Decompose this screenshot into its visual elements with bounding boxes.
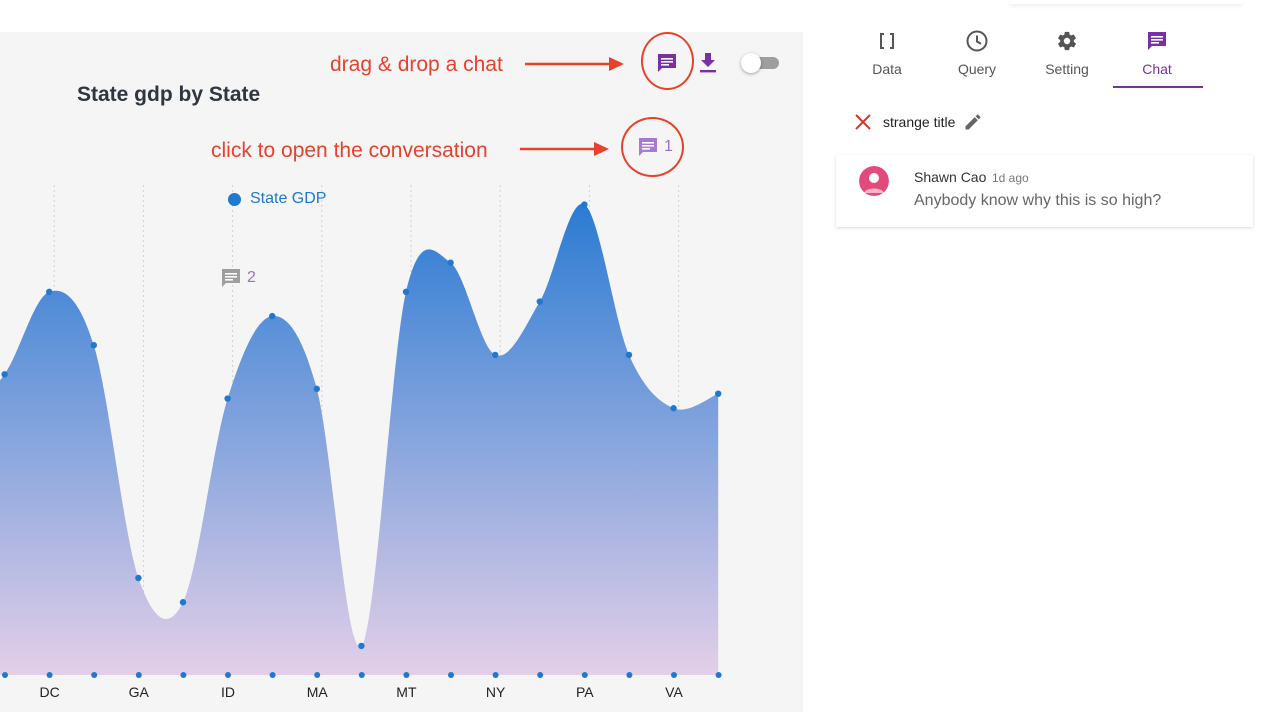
active-tab-indicator — [1113, 86, 1203, 88]
chart-legend[interactable]: State GDP — [228, 190, 326, 208]
download-icon — [700, 53, 716, 73]
tab-chat[interactable]: Chat — [1112, 26, 1202, 88]
axis-tick — [448, 672, 454, 678]
data-point — [492, 351, 499, 359]
edit-icon[interactable] — [963, 112, 983, 132]
tab-label: Data — [872, 61, 902, 77]
data-point — [625, 351, 633, 359]
x-tick-label: PA — [576, 684, 594, 700]
close-icon[interactable] — [853, 112, 873, 132]
annotation-drag-drop: drag & drop a chat — [330, 53, 503, 76]
axis-tick — [314, 672, 321, 678]
conversation-title: strange title — [883, 114, 956, 130]
legend-marker — [228, 192, 241, 206]
x-tick-label: GA — [129, 684, 150, 700]
axis-tick — [492, 672, 499, 678]
annotation-circle-comment-badge — [621, 117, 684, 177]
data-point — [402, 288, 410, 296]
clock-icon — [965, 28, 989, 54]
comment-badge-secondary[interactable]: 2 — [219, 266, 256, 290]
data-point — [46, 288, 53, 296]
data-point — [536, 298, 543, 305]
axis-tick — [46, 672, 53, 678]
annotation-circle-chat-button — [641, 32, 694, 90]
comment-icon — [222, 269, 240, 287]
top-bar-shadow — [1010, 0, 1242, 4]
axis-tick — [671, 672, 677, 678]
tab-label: Chat — [1142, 61, 1172, 77]
data-point — [670, 405, 677, 412]
area-chart: DC GA ID MA MT NY PA VA — [0, 185, 722, 700]
message-text: Anybody know why this is so high? — [914, 192, 1162, 209]
axis-tick — [269, 672, 276, 678]
axis-tick — [180, 672, 187, 678]
user-avatar-icon — [859, 166, 889, 196]
axis-tick — [537, 672, 544, 678]
annotation-arrow — [525, 57, 624, 71]
data-point — [313, 385, 320, 393]
data-point — [224, 395, 231, 402]
data-point — [90, 342, 98, 349]
view-toggle[interactable] — [741, 53, 779, 73]
x-tick-label: DC — [39, 684, 59, 700]
axis-tick — [2, 672, 8, 678]
tab-data[interactable]: Data — [842, 26, 932, 88]
data-point — [269, 312, 276, 320]
data-point — [1, 371, 8, 378]
tab-setting[interactable]: Setting — [1022, 26, 1112, 88]
data-point — [715, 390, 722, 397]
legend-label: State GDP — [250, 190, 327, 207]
data-point — [135, 574, 142, 582]
annotation-arrow — [520, 142, 609, 156]
x-tick-label: MT — [396, 684, 417, 700]
axis-tick — [581, 672, 588, 678]
tab-label: Setting — [1045, 61, 1089, 77]
x-tick-label: NY — [486, 684, 506, 700]
message-card: Shawn Cao 1d ago Anybody know why this i… — [836, 155, 1253, 227]
axis-tick — [626, 672, 633, 678]
brackets-icon — [877, 28, 897, 54]
axis-tick — [225, 672, 231, 678]
avatar — [859, 166, 889, 196]
data-point — [358, 642, 365, 650]
axis-tick — [91, 672, 98, 678]
conversation-header: strange title — [853, 112, 983, 132]
chart-title: State gdp by State — [77, 83, 261, 106]
side-panel-tabs: Data Query Setting Chat — [842, 26, 1203, 88]
x-tick-label: VA — [665, 684, 683, 700]
comment-count: 2 — [247, 269, 256, 286]
tab-label: Query — [957, 61, 997, 77]
axis-tick — [135, 672, 142, 678]
gear-icon — [1056, 28, 1078, 54]
download-button[interactable] — [697, 51, 719, 75]
annotation-click-open: click to open the conversation — [211, 139, 488, 162]
data-point — [447, 259, 454, 266]
data-point — [581, 201, 588, 208]
axis-tick — [403, 672, 410, 678]
toggle-thumb — [741, 53, 761, 73]
chat-icon — [1145, 28, 1169, 54]
axis-tick — [358, 672, 365, 678]
area-fill — [0, 204, 719, 675]
message-author: Shawn Cao — [914, 169, 987, 185]
x-tick-label: MA — [307, 684, 329, 700]
data-point — [179, 599, 187, 606]
message-timestamp: 1d ago — [992, 171, 1029, 185]
x-tick-label: ID — [221, 684, 235, 700]
tab-query[interactable]: Query — [932, 26, 1022, 88]
axis-tick — [715, 672, 722, 678]
